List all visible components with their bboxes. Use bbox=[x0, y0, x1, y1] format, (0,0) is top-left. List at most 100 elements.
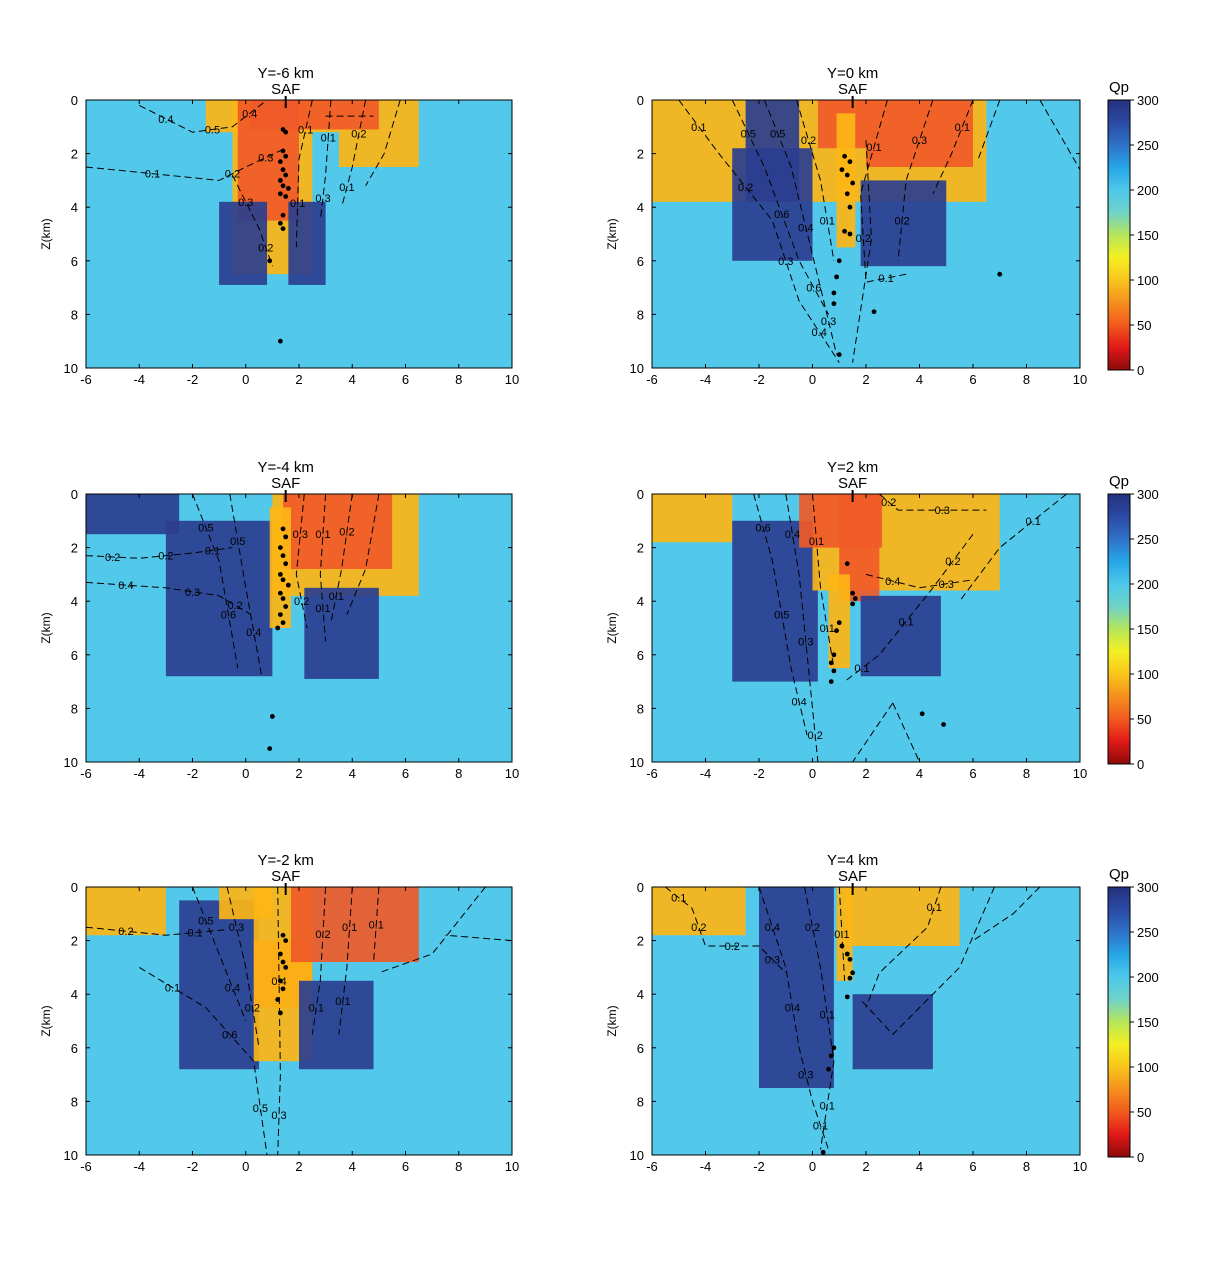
panel-title: Y=-4 km bbox=[258, 459, 314, 476]
contour-label: 0.3 bbox=[798, 1070, 813, 1082]
contour-line bbox=[229, 493, 263, 677]
contour-label: 0.2 bbox=[339, 527, 354, 539]
contour-line bbox=[192, 886, 247, 1022]
contour-line bbox=[192, 493, 239, 669]
colorbar-label: Qp bbox=[1109, 79, 1129, 96]
contour-line bbox=[897, 99, 934, 261]
y-tick-label: 8 bbox=[637, 1094, 644, 1109]
y-axis-label: Z(km) bbox=[39, 1005, 53, 1036]
contour-line bbox=[378, 886, 486, 974]
contour-line bbox=[85, 147, 286, 181]
event-point bbox=[820, 1149, 826, 1155]
x-tick-label: -6 bbox=[646, 766, 658, 781]
contour-label: 0.6 bbox=[222, 1029, 237, 1041]
panel-title: Y=-2 km bbox=[258, 852, 314, 869]
contour-label: 0.6 bbox=[221, 610, 236, 622]
x-tick-label: 4 bbox=[916, 766, 923, 781]
contour-label: 0.4 bbox=[118, 580, 133, 592]
contour-label: 0.2 bbox=[315, 929, 330, 941]
event-point bbox=[280, 226, 286, 232]
event-point bbox=[283, 172, 289, 178]
x-tick-label: 6 bbox=[969, 766, 976, 781]
event-point bbox=[277, 1010, 283, 1016]
colorbar-tick-label: 250 bbox=[1137, 925, 1159, 940]
contour-label: 0.3 bbox=[939, 579, 954, 591]
event-point bbox=[850, 180, 856, 186]
contour-label: 0.5 bbox=[770, 129, 785, 141]
event-point bbox=[277, 220, 283, 226]
contour-label: 0.3 bbox=[185, 587, 200, 599]
y-tick-label: 10 bbox=[64, 361, 78, 376]
y-tick-label: 6 bbox=[71, 1041, 78, 1056]
x-tick-label: 0 bbox=[809, 372, 816, 387]
x-tick-label: 8 bbox=[1023, 1159, 1030, 1174]
colorbar-1: Qp 0 50 100 150 200 250 300 bbox=[1107, 79, 1159, 378]
contour-line bbox=[319, 99, 332, 221]
contour-label: 0.4 bbox=[765, 922, 780, 934]
x-tick-label: 2 bbox=[862, 372, 869, 387]
panel-title: Y=-6 km bbox=[258, 65, 314, 82]
contour-label: 0.4 bbox=[246, 627, 261, 639]
panel-5: 0.20.10.50.40.30.20.10.60.50.40.30.20.10… bbox=[39, 852, 519, 1174]
colorbar-tick-label: 0 bbox=[1137, 363, 1144, 378]
x-tick-label: 2 bbox=[295, 766, 302, 781]
event-point bbox=[283, 129, 289, 135]
contour-label: 0.1 bbox=[342, 922, 357, 934]
y-axis-label: Z(km) bbox=[39, 218, 53, 249]
x-tick-label: -4 bbox=[700, 1159, 712, 1174]
x-tick-label: -2 bbox=[753, 1159, 765, 1174]
event-point bbox=[847, 975, 853, 981]
contour-line bbox=[139, 966, 268, 1156]
y-tick-label: 2 bbox=[71, 541, 78, 556]
contour-label: 0.4 bbox=[785, 1003, 800, 1015]
contour-label: 0.1 bbox=[335, 996, 350, 1008]
contour-line bbox=[373, 886, 380, 963]
q-region-mid-q bbox=[836, 113, 856, 248]
q-region-high-q bbox=[860, 595, 941, 677]
saf-label: SAF bbox=[271, 475, 300, 492]
colorbar-tick-label: 250 bbox=[1137, 532, 1159, 547]
contour-label: 0.2 bbox=[805, 922, 820, 934]
contour-label: 0.1 bbox=[927, 902, 942, 914]
event-point bbox=[844, 172, 850, 178]
contour-label: 0.5 bbox=[230, 536, 245, 548]
q-region-low-q bbox=[283, 494, 393, 570]
contour-label: 0.2 bbox=[894, 216, 909, 228]
contour-label: 0.3 bbox=[293, 529, 308, 541]
colorbar-tick-label: 0 bbox=[1137, 757, 1144, 772]
contour-label: 0.6 bbox=[755, 523, 770, 535]
event-point bbox=[826, 1066, 831, 1072]
event-point bbox=[847, 231, 853, 237]
y-tick-label: 10 bbox=[64, 755, 78, 770]
y-tick-label: 6 bbox=[637, 254, 644, 269]
q-region-high-q bbox=[304, 587, 379, 679]
panel-6: 0.1 0.2 0.2 0.3 0.4 0.4 0.3 0.1 0.2 0.1 0.1 0.1 0.1 -… bbox=[605, 852, 1087, 1174]
y-tick-label: 10 bbox=[630, 755, 644, 770]
contour-label: 0.2 bbox=[856, 233, 871, 245]
event-point bbox=[280, 167, 286, 173]
event-point bbox=[277, 159, 283, 165]
event-point bbox=[269, 714, 275, 719]
event-point bbox=[831, 290, 837, 296]
event-point bbox=[277, 590, 283, 596]
contour-label: 0.1 bbox=[955, 122, 970, 134]
x-tick-label: 4 bbox=[349, 1159, 356, 1174]
contour-label: 0.2 bbox=[691, 922, 706, 934]
contour-label: 0.1 bbox=[820, 216, 835, 228]
y-tick-label: 6 bbox=[71, 648, 78, 663]
q-region-mid-q bbox=[652, 887, 746, 936]
event-point bbox=[941, 722, 946, 727]
saf-label: SAF bbox=[271, 81, 300, 98]
contour-label: 0.4 bbox=[791, 697, 806, 709]
contour-label: 0.4 bbox=[225, 983, 240, 995]
contour-line bbox=[330, 493, 353, 623]
y-tick-label: 0 bbox=[637, 880, 644, 895]
contour-label: 0.2 bbox=[294, 596, 309, 608]
q-region-high-q bbox=[219, 201, 268, 285]
y-tick-label: 4 bbox=[71, 200, 78, 215]
q-region-high-q bbox=[759, 887, 834, 1088]
contour-line bbox=[852, 140, 872, 363]
saf-label: SAF bbox=[271, 868, 300, 885]
event-point bbox=[283, 534, 289, 540]
event-point bbox=[285, 582, 291, 588]
